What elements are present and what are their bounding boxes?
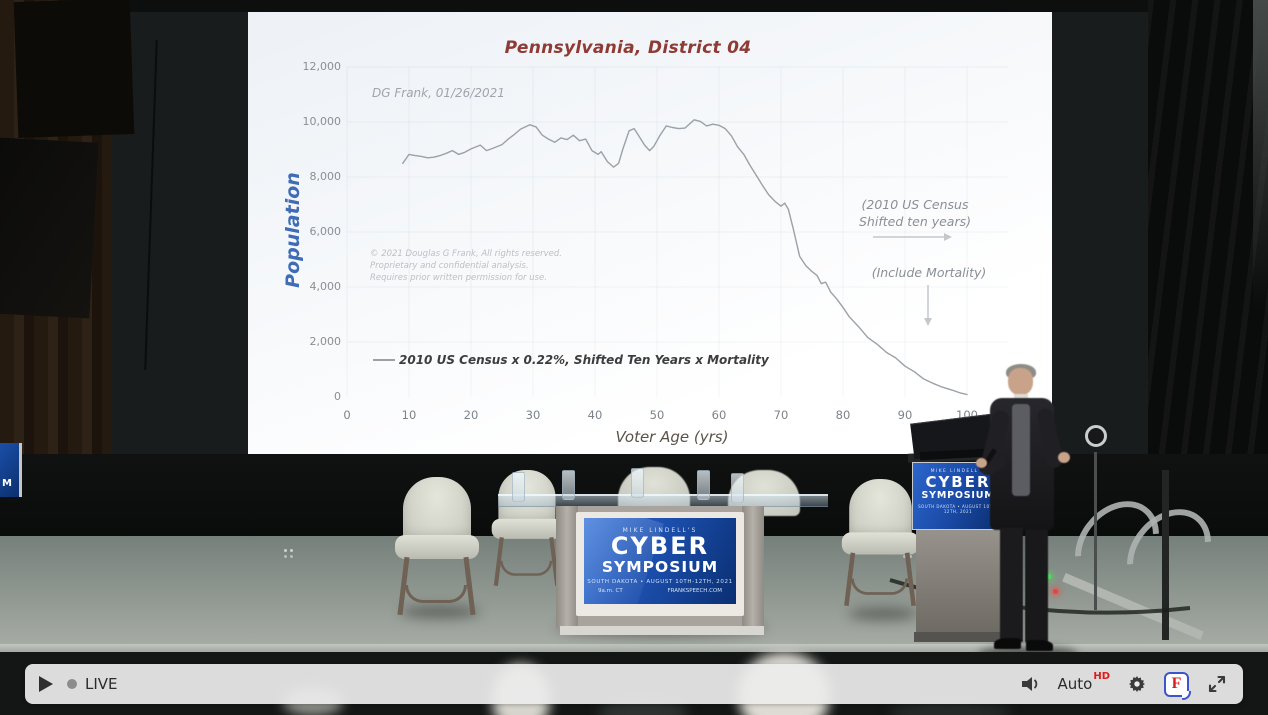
y-tick-label: 2,000 (309, 335, 342, 348)
legend-line-sample (373, 359, 395, 361)
right-wall-edge (1253, 0, 1268, 312)
presenter-leg (1000, 528, 1023, 642)
chair-back (403, 477, 471, 543)
y-tick-label: 12,000 (302, 60, 342, 73)
chart-title: Pennsylvania, District 04 (504, 38, 752, 58)
player-control-bar: LIVE Auto HD F (25, 664, 1243, 704)
legend-label: 2010 US Census x 0.22%, Shifted Ten Year… (399, 353, 769, 367)
equipment-rack (1162, 470, 1169, 640)
presenter-shoe (1026, 640, 1053, 651)
chair-stretcher (500, 560, 553, 576)
settings-gear-icon[interactable] (1128, 675, 1146, 693)
annotation-mortality: (Include Mortality) (871, 265, 987, 280)
population-curve (402, 119, 968, 396)
symposium-desk: MIKE LINDELL'S CYBER SYMPOSIUM SOUTH DAK… (556, 506, 764, 628)
live-label: LIVE (85, 675, 118, 693)
desk-sign-screen: MIKE LINDELL'S CYBER SYMPOSIUM SOUTH DAK… (584, 518, 736, 604)
y-tick-label: 0 (334, 390, 341, 403)
chair-shadow (848, 608, 918, 620)
ceiling-band (0, 0, 1268, 12)
podium: MIKE LINDELL'S CYBER SYMPOSIUM SOUTH DAK… (907, 450, 1009, 644)
desk-side-panel (742, 506, 764, 628)
x-axis-label: Voter Age (yrs) (615, 428, 729, 446)
water-glass (631, 468, 644, 498)
water-glass (697, 470, 710, 500)
stage-front-edge (0, 644, 1268, 654)
quality-selector[interactable]: Auto HD (1057, 671, 1111, 693)
green-led (1046, 574, 1051, 579)
y-tick-label: 8,000 (309, 170, 342, 183)
volume-icon[interactable] (1021, 676, 1040, 692)
water-glass (731, 473, 744, 503)
chair-back (849, 479, 912, 540)
water-glass (512, 472, 525, 502)
desk-sign-title2: SYMPOSIUM (601, 558, 719, 576)
podium-base (914, 632, 1006, 642)
x-tick-label: 60 (711, 408, 727, 422)
hd-badge: HD (1093, 671, 1110, 682)
presenter (976, 362, 1078, 660)
copyright-notice: © 2021 Douglas G Frank, All rights reser… (370, 249, 562, 283)
quality-label: Auto (1057, 675, 1093, 693)
x-tick-label: 20 (463, 408, 479, 422)
equipment-case (13, 0, 135, 138)
x-tick-label: 70 (773, 408, 789, 422)
desk-sign-footer: 9a.m. CT FRANKSPEECH.COM (598, 588, 722, 594)
left-monitor-sliver: M (0, 443, 22, 497)
chart-watermark: DG Frank, 01/26/2021 (372, 86, 505, 100)
projection-screen: Pennsylvania, District 04 DG Frank, 01/2… (248, 10, 1052, 462)
presenter-face (1008, 368, 1033, 395)
presenter-leg (1025, 530, 1048, 642)
y-tick-label: 6,000 (309, 225, 342, 238)
fullscreen-icon[interactable] (1207, 674, 1227, 694)
desk-side-panel (556, 506, 578, 628)
mic-stand (1094, 452, 1097, 610)
desk-sign-title1: CYBER (610, 532, 710, 560)
desk-sign-frame: MIKE LINDELL'S CYBER SYMPOSIUM SOUTH DAK… (576, 512, 744, 616)
live-dot-icon (67, 679, 77, 689)
desk-sign-brand: MIKE LINDELL'S (622, 527, 698, 534)
x-tick-label: 10 (401, 408, 417, 422)
presenter-hand (976, 458, 987, 468)
desk-base (560, 626, 764, 635)
barstool-chair (490, 470, 564, 588)
live-indicator-button[interactable]: LIVE (67, 675, 118, 693)
speaker-box (0, 137, 99, 319)
chart-legend: 2010 US Census x 0.22%, Shifted Ten Year… (373, 353, 769, 367)
red-led (1053, 589, 1058, 594)
x-tick-label: 80 (835, 408, 851, 422)
x-tick-label: 30 (525, 408, 541, 422)
stand-logo-medallion (1085, 425, 1107, 447)
y-tick-label: 4,000 (309, 280, 342, 293)
presenter-vest (1012, 404, 1030, 496)
y-tick-label: 10,000 (302, 115, 342, 128)
x-tick-label: 0 (343, 408, 351, 422)
x-tick-label: 90 (897, 408, 913, 422)
barstool-chair (393, 477, 481, 617)
play-button[interactable] (39, 676, 53, 692)
podium-sign: MIKE LINDELL'S CYBER SYMPOSIUM SOUTH DAK… (912, 462, 1004, 530)
annotation-census-shift: (2010 US Census Shifted ten years) (859, 197, 971, 229)
x-tick-label: 40 (587, 408, 603, 422)
presenter-shoe (994, 638, 1021, 649)
podium-body (916, 530, 1004, 632)
floor-outlet (284, 549, 287, 552)
desk-sign-date: SOUTH DAKOTA • AUGUST 10TH-12TH, 2021 (587, 579, 733, 585)
x-tick-label: 50 (649, 408, 665, 422)
chair-seat (841, 532, 920, 555)
presenter-hand (1058, 452, 1070, 463)
barstool-chair (840, 479, 921, 608)
chart-canvas (346, 66, 1008, 397)
chair-stretcher (405, 585, 467, 603)
chair-seat (395, 535, 479, 559)
chair-stretcher (851, 578, 909, 595)
chair-seat (491, 518, 563, 539)
wall-cable (144, 40, 158, 370)
controls-right-group: Auto HD F (1021, 664, 1228, 704)
controls-left-group: LIVE (39, 664, 118, 704)
frankspeech-logo-icon[interactable]: F (1164, 671, 1191, 700)
water-glass (562, 470, 575, 500)
chair-shadow (400, 606, 480, 618)
